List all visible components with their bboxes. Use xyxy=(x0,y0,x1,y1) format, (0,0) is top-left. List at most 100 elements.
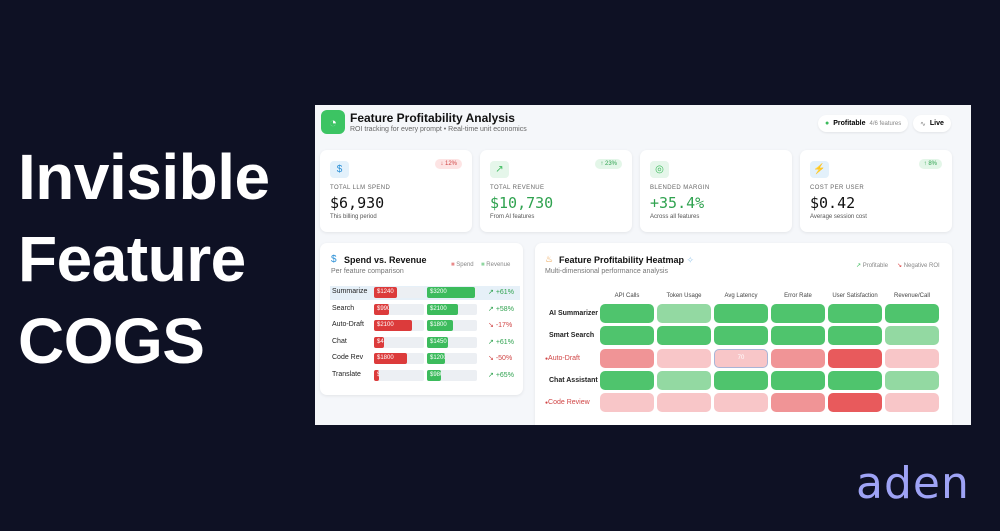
fire-icon: ♨ xyxy=(545,254,554,264)
heatmap-cell[interactable] xyxy=(771,348,825,368)
heatmap-cell[interactable] xyxy=(600,393,654,413)
spend-bar: $990 xyxy=(374,303,389,315)
heatmap-cell[interactable] xyxy=(600,370,654,390)
revenue-bar-track: $3200 xyxy=(427,287,477,298)
live-label: Live xyxy=(929,120,944,127)
heatmap-row-label: AI Summarizer xyxy=(549,310,599,317)
heatmap-cell[interactable] xyxy=(885,348,939,368)
status-label: Profitable xyxy=(833,120,866,127)
roi-value: ↗ +58% xyxy=(488,305,514,313)
roi-value: ↗ +61% xyxy=(488,289,514,296)
roi-value: ↘ -17% xyxy=(488,322,513,330)
heatmap-cell[interactable] xyxy=(828,348,882,368)
heatmap-cell[interactable] xyxy=(714,326,768,346)
spend-row[interactable]: Search $990 $2100 ↗ +58% xyxy=(330,303,520,317)
lightning-icon: ⚡ xyxy=(810,161,829,178)
revenue-bar-track: $2100 xyxy=(427,303,477,315)
heatmap-cell[interactable] xyxy=(828,326,882,346)
status-badge[interactable]: ● Profitable 4/6 features xyxy=(818,115,909,132)
feature-name: Summarize xyxy=(332,288,368,295)
heatmap-cell[interactable] xyxy=(714,304,768,323)
spend-bar-track: $1800 xyxy=(374,353,424,365)
heatmap-cell[interactable] xyxy=(885,304,939,323)
kpi-label: BLENDED MARGIN xyxy=(650,185,710,191)
feature-name: Search xyxy=(332,304,355,312)
heatmap-cell[interactable] xyxy=(714,393,768,413)
heatmap-cell[interactable] xyxy=(657,304,711,323)
heatmap-cell[interactable] xyxy=(828,393,882,413)
dollar-icon: $ xyxy=(330,161,349,178)
heatmap-cell[interactable]: 70 xyxy=(714,348,768,368)
revenue-bar-track: $980 xyxy=(427,370,477,381)
sparkle-icon: ✧ xyxy=(686,255,695,265)
kpi-subtext: From AI features xyxy=(490,214,535,220)
heatmap-cell[interactable] xyxy=(885,326,939,346)
legend-spend: ■ Spend xyxy=(451,262,474,268)
target-icon: ◎ xyxy=(650,161,669,178)
heatmap-column-header: Avg Latency xyxy=(724,293,758,299)
aden-logo: aden xyxy=(856,458,970,509)
kpi-subtext: Across all features xyxy=(650,214,700,220)
heatmap-cell[interactable] xyxy=(657,370,711,390)
revenue-bar: $980 xyxy=(427,370,441,381)
trend-badge: ↑ 23% xyxy=(595,159,622,169)
revenue-bar-track: $1200 xyxy=(427,353,477,365)
feature-name: Code Rev xyxy=(332,354,364,362)
spend-title: Spend vs. Revenue xyxy=(344,255,427,265)
heatmap-column-header: API Calls xyxy=(614,293,640,299)
live-button[interactable]: ∿ Live xyxy=(913,115,951,132)
hero-line-2: Feature xyxy=(18,223,246,295)
kpi-label: TOTAL LLM SPEND xyxy=(330,185,391,191)
kpi-value: $0.42 xyxy=(810,194,856,212)
spend-bar-track: $460 xyxy=(374,336,424,348)
heatmap-cell[interactable] xyxy=(828,370,882,390)
kpi-label: TOTAL REVENUE xyxy=(490,185,545,191)
trend-up-icon: ↗ xyxy=(488,372,494,379)
heatmap-cell[interactable] xyxy=(657,326,711,346)
revenue-bar: $2100 xyxy=(427,303,458,315)
spend-row[interactable]: Summarize $1240 $3200 ↗ +61% xyxy=(330,286,520,300)
spend-row[interactable]: Chat $460 $1450 ↗ +61% xyxy=(330,336,520,350)
spend-bar-track: $2100 xyxy=(374,320,424,332)
heatmap-title: Feature Profitability Heatmap ✧ xyxy=(559,255,695,265)
spend-bar-track: $1240 xyxy=(374,287,424,298)
spend-bar: $1240 xyxy=(374,287,397,298)
heatmap-cell[interactable] xyxy=(885,370,939,390)
spend-vs-revenue-card: $ Spend vs. Revenue Per feature comparis… xyxy=(320,243,523,395)
status-detail: 4/6 features xyxy=(869,120,902,127)
heatmap-cell[interactable] xyxy=(657,393,711,413)
revenue-bar: $1200 xyxy=(427,353,445,365)
feature-name: Translate xyxy=(332,371,361,378)
spend-row[interactable]: Translate $360 $980 ↗ +65% xyxy=(330,369,520,383)
heatmap-column-header: Revenue/Call xyxy=(893,293,931,299)
heatmap-cell[interactable] xyxy=(771,370,825,390)
heatmap-cell[interactable] xyxy=(600,304,654,323)
kpi-card: ↗ ↑ 23% TOTAL REVENUE $10,730 From AI fe… xyxy=(480,150,632,232)
heatmap-cell[interactable] xyxy=(828,304,882,323)
kpi-subtext: Average session cost xyxy=(810,214,867,220)
kpi-value: $10,730 xyxy=(490,194,554,212)
heatmap-cell[interactable] xyxy=(600,348,654,368)
hero-line-1: Invisible xyxy=(18,141,270,213)
trend-down-icon: ↘ xyxy=(488,322,494,330)
spend-row[interactable]: Code Rev $1800 $1200 ↘ -50% xyxy=(330,352,520,366)
heatmap-cell[interactable] xyxy=(657,348,711,368)
roi-value: ↗ +65% xyxy=(488,372,514,379)
revenue-bar: $3200 xyxy=(427,287,475,298)
heatmap-cell[interactable] xyxy=(885,393,939,413)
trend-up-icon: ↗ xyxy=(488,289,494,296)
heatmap-cell[interactable] xyxy=(771,304,825,323)
trend-up-icon: ↗ xyxy=(488,305,494,313)
heatmap-cell[interactable] xyxy=(714,370,768,390)
spend-row[interactable]: Auto-Draft $2100 $1800 ↘ -17% xyxy=(330,319,520,333)
spend-subtitle: Per feature comparison xyxy=(331,268,404,275)
spend-bar-track: $990 xyxy=(374,303,424,315)
heatmap-cell[interactable] xyxy=(600,326,654,346)
heatmap-cell[interactable] xyxy=(771,393,825,413)
feature-name: Auto-Draft xyxy=(332,321,364,329)
spend-bar: $460 xyxy=(374,336,384,348)
revenue-bar: $1450 xyxy=(427,336,448,348)
heatmap-cell[interactable] xyxy=(771,326,825,346)
heatmap-column-header: Error Rate xyxy=(784,293,812,299)
activity-icon: ∿ xyxy=(920,120,926,128)
